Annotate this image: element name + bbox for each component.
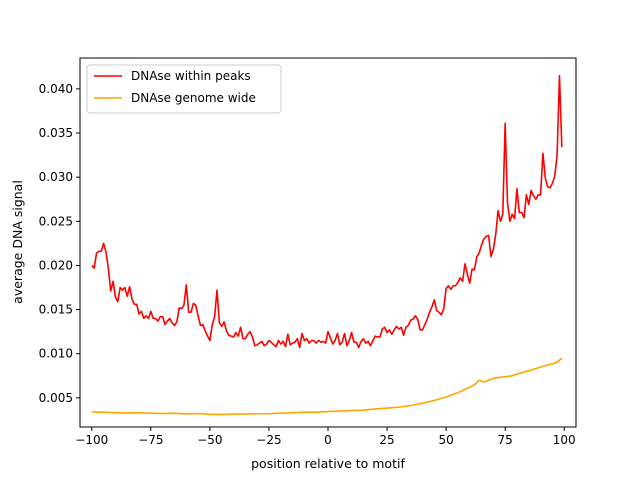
- x-tick-label: 0: [324, 433, 332, 447]
- y-tick-label: 0.035: [39, 126, 73, 140]
- x-tick-label: −75: [138, 433, 163, 447]
- series-line-genome-wide: [91, 357, 563, 416]
- series-line-within-peaks: [91, 74, 563, 349]
- x-tick-label: 100: [553, 433, 576, 447]
- y-axis-label: average DNA signal: [10, 180, 25, 304]
- series-layer: [91, 74, 563, 416]
- y-tick-label: 0.025: [39, 214, 73, 228]
- x-tick-label: 25: [379, 433, 394, 447]
- x-tick-label: −25: [256, 433, 281, 447]
- x-tick-label: −50: [197, 433, 222, 447]
- y-tick-label: 0.010: [39, 347, 73, 361]
- y-axis: 0.005 0.010 0.015 0.020 0.025 0.030 0.035 0.040: [39, 82, 80, 405]
- plot-area: [91, 74, 563, 416]
- x-tick-label: −100: [75, 433, 108, 447]
- x-axis-label: position relative to motif: [251, 456, 405, 471]
- x-tick-label: 75: [498, 433, 513, 447]
- legend-box: [86, 64, 282, 114]
- y-tick-label: 0.015: [39, 303, 73, 317]
- y-tick-label: 0.040: [39, 82, 73, 96]
- y-tick-label: 0.020: [39, 258, 73, 272]
- legend-label-genome-wide: DNAse genome wide: [131, 91, 256, 105]
- x-axis: −100 −75 −50 −25 0 25 50 75 100: [75, 427, 576, 447]
- y-tick-label: 0.005: [39, 391, 73, 405]
- y-tick-label: 0.030: [39, 170, 73, 184]
- legend-label-within-peaks: DNAse within peaks: [131, 69, 251, 83]
- x-tick-label: 50: [438, 433, 453, 447]
- legend: DNAse within peaks DNAse genome wide: [86, 64, 282, 114]
